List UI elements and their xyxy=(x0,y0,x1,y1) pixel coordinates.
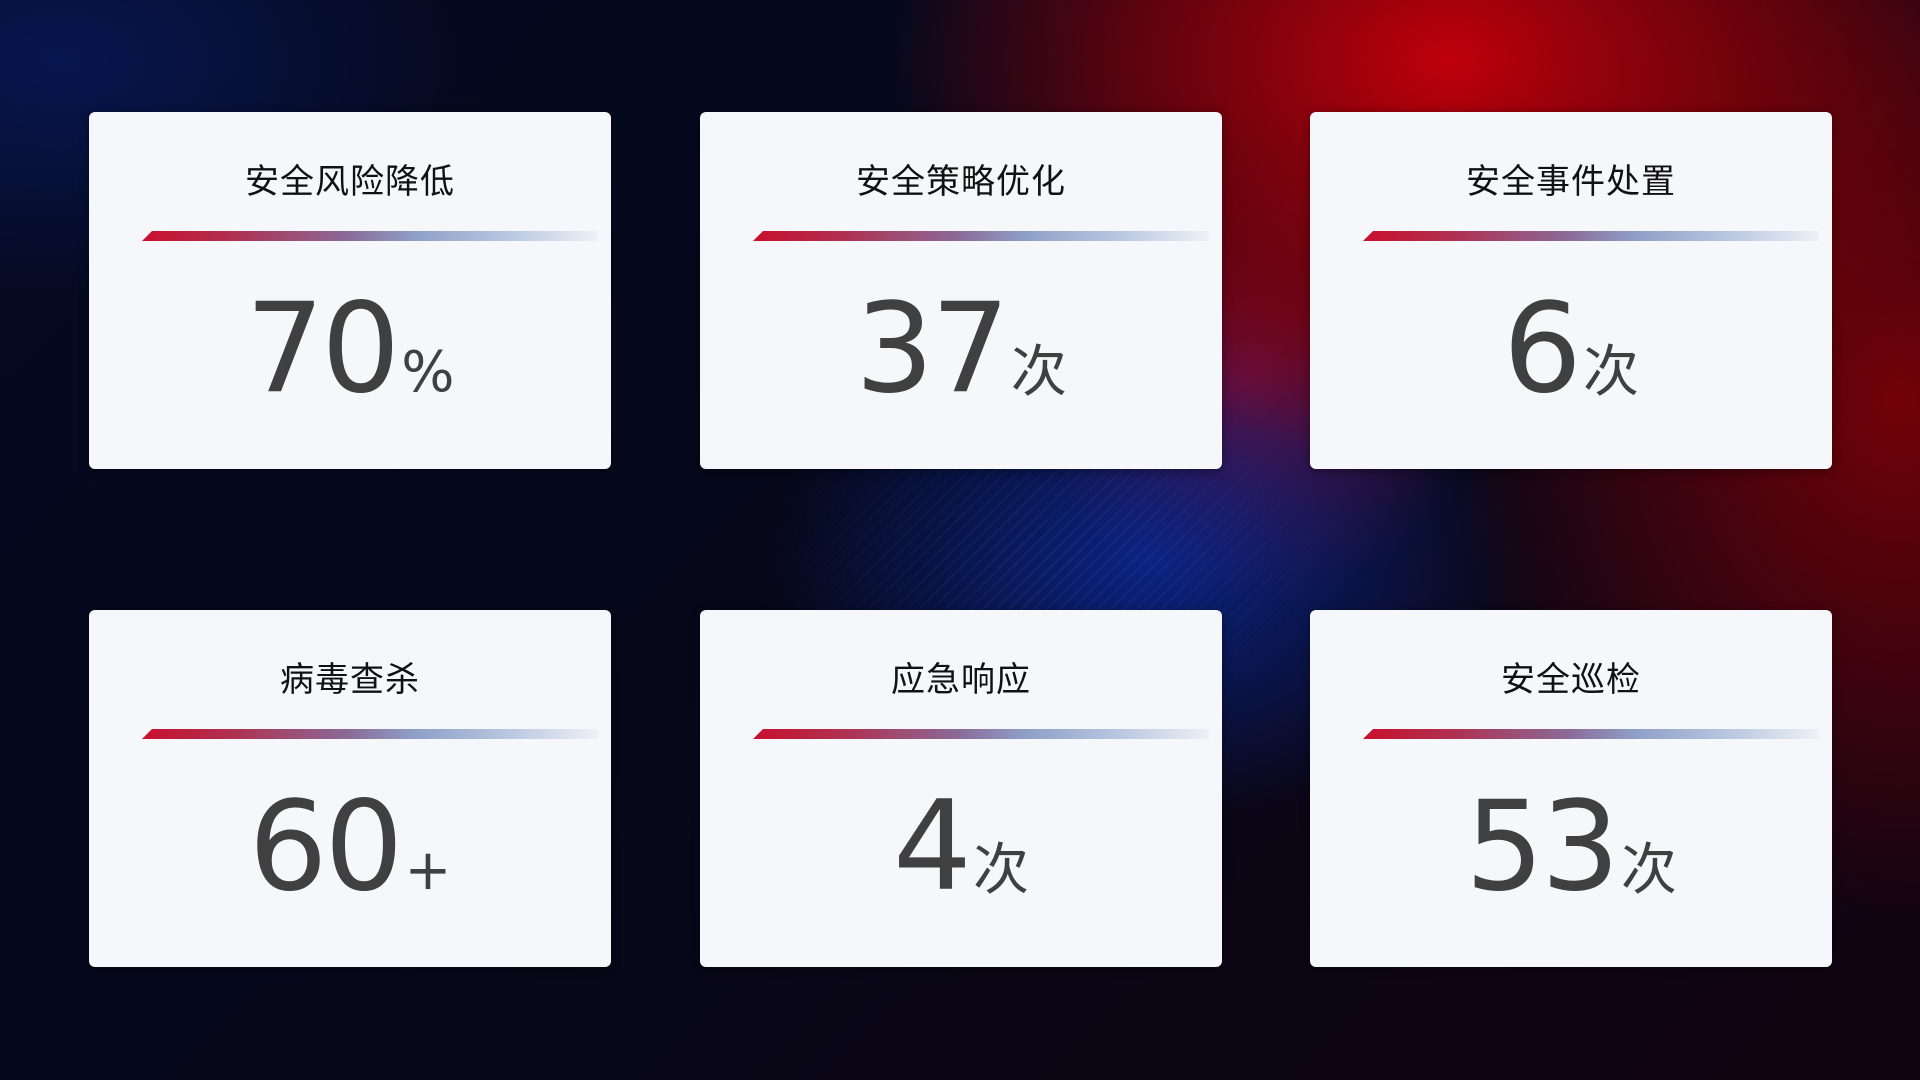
value-number: 53 xyxy=(1465,775,1620,919)
card-divider xyxy=(753,729,1209,739)
card-title: 安全策略优化 xyxy=(856,162,1066,202)
card-value: 6次 xyxy=(1310,277,1832,421)
value-unit: 次 xyxy=(1620,838,1677,903)
card-divider xyxy=(1363,729,1819,739)
card-divider xyxy=(142,231,598,241)
value-number: 60 xyxy=(248,775,404,919)
stat-card-virus-removal: 病毒查杀 60+ xyxy=(89,610,611,967)
stat-card-risk-reduction: 安全风险降低 70% xyxy=(89,112,611,469)
card-value: 53次 xyxy=(1310,775,1832,919)
value-number: 37 xyxy=(855,277,1010,421)
card-title: 应急响应 xyxy=(891,660,1031,700)
stat-card-incident-handling: 安全事件处置 6次 xyxy=(1310,112,1832,469)
card-value: 70% xyxy=(89,277,611,421)
card-divider xyxy=(753,231,1209,241)
value-unit: 次 xyxy=(1582,340,1639,405)
card-value: 37次 xyxy=(700,277,1222,421)
card-title: 病毒查杀 xyxy=(280,660,420,700)
value-unit: + xyxy=(404,838,452,903)
card-title: 安全巡检 xyxy=(1501,660,1641,700)
value-unit: 次 xyxy=(1010,340,1067,405)
stat-card-emergency-response: 应急响应 4次 xyxy=(700,610,1222,967)
value-unit: % xyxy=(401,340,455,405)
card-value: 4次 xyxy=(700,775,1222,919)
value-unit: 次 xyxy=(972,838,1029,903)
stat-card-security-patrol: 安全巡检 53次 xyxy=(1310,610,1832,967)
stat-card-policy-optimization: 安全策略优化 37次 xyxy=(700,112,1222,469)
card-divider xyxy=(1363,231,1819,241)
card-title: 安全事件处置 xyxy=(1466,162,1676,202)
card-title: 安全风险降低 xyxy=(245,162,455,202)
value-number: 4 xyxy=(893,775,972,919)
card-value: 60+ xyxy=(89,775,611,919)
card-divider xyxy=(142,729,598,739)
value-number: 6 xyxy=(1503,277,1582,421)
value-number: 70 xyxy=(245,277,400,421)
